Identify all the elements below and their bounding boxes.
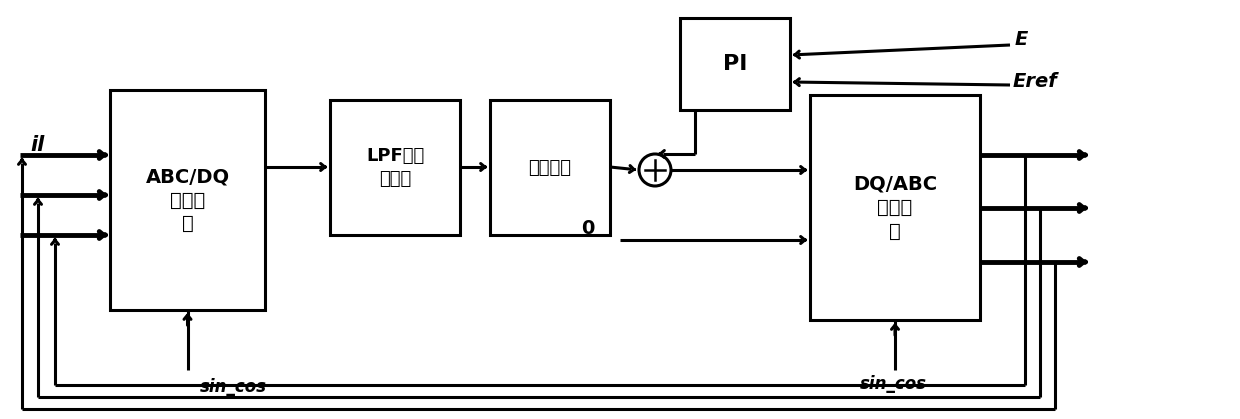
- Text: 预测模块: 预测模块: [528, 158, 572, 176]
- Text: 0: 0: [582, 218, 595, 238]
- Circle shape: [639, 154, 671, 186]
- Text: sin_cos: sin_cos: [861, 375, 928, 393]
- Text: PI: PI: [723, 54, 748, 74]
- Text: LPF低通
滤波器: LPF低通 滤波器: [366, 147, 424, 188]
- FancyBboxPatch shape: [810, 95, 980, 320]
- FancyBboxPatch shape: [680, 18, 790, 110]
- Text: ABC/DQ
变换单
元: ABC/DQ 变换单 元: [145, 167, 229, 233]
- Text: DQ/ABC
变换单
元: DQ/ABC 变换单 元: [853, 174, 937, 241]
- Text: E: E: [1016, 30, 1028, 49]
- FancyBboxPatch shape: [110, 90, 265, 310]
- Text: il: il: [30, 135, 45, 155]
- Text: sin_cos: sin_cos: [200, 378, 267, 396]
- FancyBboxPatch shape: [490, 100, 610, 235]
- Text: Eref: Eref: [1013, 72, 1058, 91]
- FancyBboxPatch shape: [330, 100, 460, 235]
